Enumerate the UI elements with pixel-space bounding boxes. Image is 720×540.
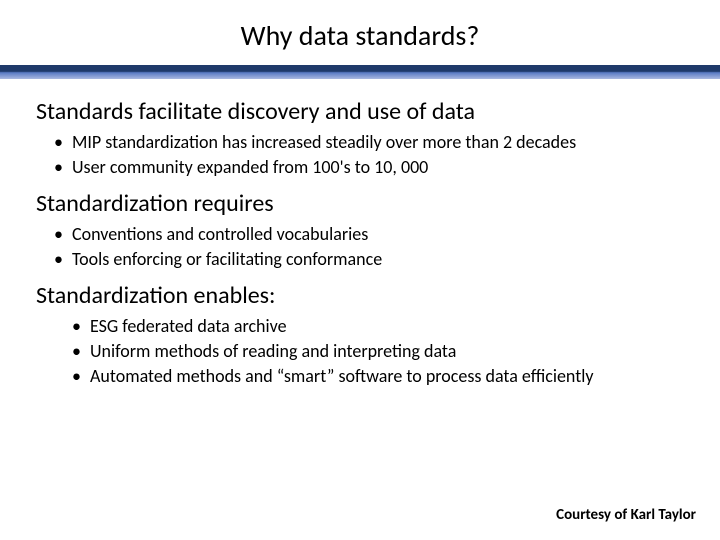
bullet-item: Conventions and controlled vocabularies [72, 222, 684, 247]
bullet-item: Tools enforcing or facilitating conforma… [72, 247, 684, 272]
content-area: Standards facilitate discovery and use o… [0, 79, 720, 390]
bullet-list: ESG federated data archive Uniform metho… [36, 314, 684, 390]
slide-title: Why data standards? [0, 18, 720, 53]
title-area: Why data standards? [0, 0, 720, 65]
bullet-list: Conventions and controlled vocabularies … [36, 222, 684, 273]
bullet-item: User community expanded from 100's to 10… [72, 155, 684, 180]
bullet-item: Automated methods and “smart” software t… [90, 364, 684, 389]
divider-bar [0, 65, 720, 79]
bullet-item: Uniform methods of reading and interpret… [90, 339, 684, 364]
bullet-item: MIP standardization has increased steadi… [72, 130, 684, 155]
section-heading: Standardization requires [36, 189, 684, 218]
bullet-list: MIP standardization has increased steadi… [36, 130, 684, 181]
section-heading: Standardization enables: [36, 281, 684, 310]
bullet-item: ESG federated data archive [90, 314, 684, 339]
section-heading: Standards facilitate discovery and use o… [36, 97, 684, 126]
slide: Why data standards? Standards facilitate… [0, 0, 720, 540]
credit-text: Courtesy of Karl Taylor [556, 506, 696, 524]
